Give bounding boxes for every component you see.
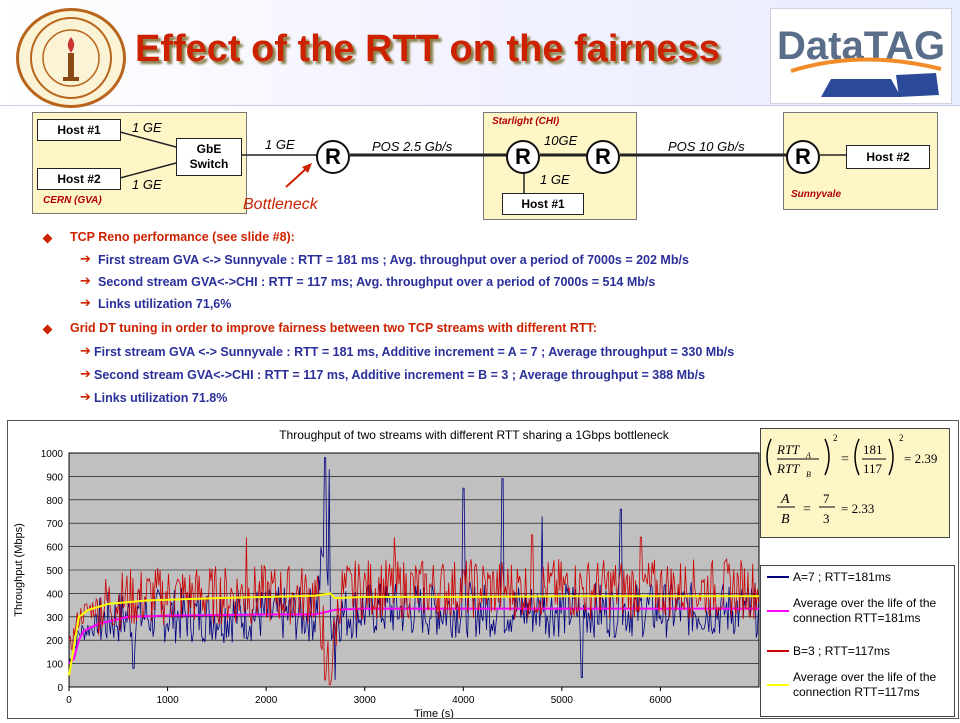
- legend-swatch-avg-b: [767, 684, 789, 686]
- router-chi-a: R: [506, 140, 540, 174]
- rtt-ratio-formula: RTT A RTT B 2 = 181 117 2 = 2.39 A B = 7…: [760, 428, 950, 538]
- f-rtt-b: RTT: [776, 461, 800, 476]
- bullet-1-sub-1: First stream GVA <-> Sunnyvale : RTT = 1…: [98, 253, 689, 267]
- link-label-pos10: POS 10 Gb/s: [668, 139, 745, 154]
- svg-text:=: =: [803, 502, 811, 517]
- arrow-bullet-icon: ➔: [80, 252, 91, 267]
- series-line-0: [68, 457, 759, 681]
- legend-swatch-a: [767, 576, 789, 578]
- router-gva: R: [316, 140, 350, 174]
- f-den: 117: [863, 461, 883, 476]
- arrow-bullet-icon: ➔: [80, 296, 91, 311]
- bullet-1-sub-2: Second stream GVA<->CHI : RTT = 117 ms; …: [98, 275, 656, 289]
- x-tick-label: 6000: [649, 695, 672, 706]
- link-label-10ge: 10GE: [544, 133, 578, 148]
- throughput-chart: 0 100 200 300 400 500 600 700 800 900 1000 0 1000 200…: [13, 428, 760, 720]
- f-exp-2: 2: [899, 433, 904, 443]
- y-tick-label: 800: [46, 496, 63, 507]
- y-tick-label: 900: [46, 472, 63, 483]
- starlight-site-label: Starlight (CHI): [492, 116, 560, 127]
- y-tick-label: 1000: [41, 449, 64, 460]
- link-label-ge-chi: 1 GE: [540, 172, 570, 187]
- legend-label-avg-a: Average over the life of the connection …: [793, 596, 937, 625]
- y-tick-label: 0: [57, 683, 63, 694]
- legend-label-avg-b: Average over the life of the connection …: [793, 670, 937, 699]
- datatag-logo: DataTAG: [770, 8, 952, 104]
- bullet-diamond-icon: [42, 233, 53, 244]
- x-tick-label: 0: [66, 695, 72, 706]
- chart-title: Throughput of two streams with different…: [279, 428, 670, 442]
- x-tick-label: 1000: [156, 695, 179, 706]
- gbe-switch: GbE Switch: [176, 138, 242, 176]
- f-result-2: = 2.33: [841, 501, 874, 516]
- f-b: B: [781, 512, 790, 527]
- bullet-1: TCP Reno performance (see slide #8):: [70, 230, 295, 244]
- caltech-seal-logo: [16, 8, 126, 108]
- link-label-ge-top: 1 GE: [132, 120, 162, 135]
- y-tick-label: 100: [46, 660, 63, 671]
- f-exp-1: 2: [833, 433, 838, 443]
- switch-label-line2: Switch: [189, 157, 229, 171]
- f-sub-b: B: [806, 470, 811, 479]
- y-tick-label: 400: [46, 589, 63, 600]
- arrow-bullet-icon: ➔: [80, 274, 91, 289]
- y-tick-label: 200: [46, 636, 63, 647]
- bullet-2-sub-1: First stream GVA <-> Sunnyvale : RTT = 1…: [94, 345, 735, 359]
- arrow-bullet-icon: ➔: [80, 367, 91, 382]
- series-line-3: [68, 592, 759, 676]
- legend-label-b: B=3 ; RTT=117ms: [793, 644, 890, 658]
- cern-site-label: CERN (GVA): [43, 195, 102, 206]
- link-label-pos25: POS 2.5 Gb/s: [372, 139, 453, 154]
- host2-gva: Host #2: [37, 168, 121, 190]
- legend-swatch-avg-a: [767, 610, 789, 612]
- svg-text:=: =: [841, 452, 849, 467]
- x-tick-label: 5000: [551, 695, 574, 706]
- host2-sunnyvale: Host #2: [846, 145, 930, 169]
- x-tick-label: 2000: [255, 695, 278, 706]
- bullet-1-sub-3: Links utilization 71,6%: [98, 297, 232, 311]
- bullet-diamond-icon: [42, 324, 53, 335]
- bottleneck-label: Bottleneck: [243, 196, 318, 213]
- switch-label-line1: GbE: [196, 142, 222, 156]
- legend-swatch-b: [767, 650, 789, 652]
- legend-label-a: A=7 ; RTT=181ms: [793, 570, 891, 584]
- host1-gva: Host #1: [37, 119, 121, 141]
- host1-chi: Host #1: [502, 193, 584, 215]
- bullet-2-sub-3: Links utilization 71.8%: [94, 391, 228, 405]
- x-tick-label: 4000: [452, 695, 475, 706]
- network-links: [119, 131, 846, 193]
- y-tick-label: 700: [46, 519, 63, 530]
- f-rtt-a: RTT: [776, 442, 800, 457]
- y-tick-label: 600: [46, 543, 63, 554]
- x-tick-label: 3000: [354, 695, 377, 706]
- f-sub-a: A: [805, 451, 811, 460]
- sunnyvale-site-label: Sunnyvale: [791, 189, 842, 200]
- arrow-bullet-icon: ➔: [80, 344, 91, 359]
- bullet-2-sub-2: Second stream GVA<->CHI : RTT = 117 ms, …: [94, 368, 706, 382]
- router-chi-b: R: [586, 140, 620, 174]
- f-a: A: [780, 492, 790, 507]
- f-result-1: = 2.39: [904, 451, 937, 466]
- x-axis-label: Time (s): [414, 708, 454, 718]
- series-line-2: [68, 534, 759, 686]
- link-label-ge-switch: 1 GE: [265, 137, 295, 152]
- y-tick-label: 500: [46, 566, 63, 577]
- chart-legend: A=7 ; RTT=181ms Average over the life of…: [760, 565, 955, 717]
- router-sunnyvale: R: [786, 140, 820, 174]
- y-axis-label: Throughput (Mbps): [13, 523, 25, 617]
- f-den2: 3: [823, 511, 830, 526]
- slide-title: Effect of the RTT on the fairness: [135, 28, 720, 70]
- f-num2: 7: [823, 491, 830, 506]
- formula-svg: RTT A RTT B 2 = 181 117 2 = 2.39 A B = 7…: [766, 433, 937, 527]
- bullet-2: Grid DT tuning in order to improve fairn…: [70, 321, 597, 335]
- f-num: 181: [863, 442, 883, 457]
- link-label-ge-bottom: 1 GE: [132, 177, 162, 192]
- y-tick-label: 300: [46, 613, 63, 624]
- arrow-bullet-icon: ➔: [80, 390, 91, 405]
